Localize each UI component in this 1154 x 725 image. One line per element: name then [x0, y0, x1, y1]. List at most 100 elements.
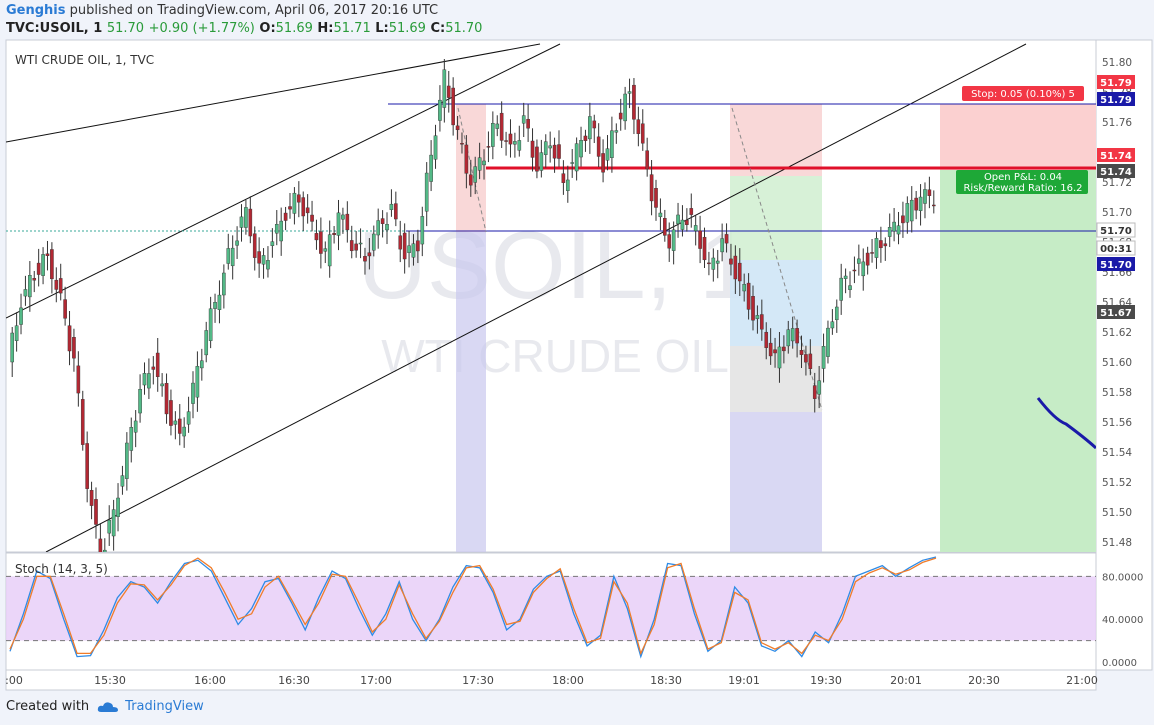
- candle-body: [799, 350, 804, 355]
- candle-body: [257, 251, 261, 264]
- projection-risk-zone[interactable]: [730, 104, 822, 176]
- watermark-name: WTI CRUDE OIL: [381, 330, 729, 382]
- blue-arc-drawing[interactable]: [1036, 397, 1096, 450]
- candle-body: [402, 232, 407, 260]
- candle-body: [667, 234, 672, 249]
- candle-body: [482, 160, 486, 166]
- candle-body: [724, 234, 729, 244]
- candle-body: [640, 123, 645, 144]
- candle-body: [777, 346, 782, 369]
- price-label-box: [1097, 257, 1135, 271]
- candle-body: [248, 208, 253, 237]
- candle-body: [707, 262, 711, 265]
- candle-body: [645, 150, 649, 170]
- symbol-label: TVC:USOIL, 1: [6, 21, 103, 36]
- price-labels: 51.79 51.79 51.74 51.74 51.70 00:31 51.70 51.67: [1096, 75, 1136, 319]
- candle-body: [755, 315, 760, 319]
- price-label: 51.70: [1100, 226, 1132, 237]
- candle-body: [817, 380, 821, 395]
- candle-body: [548, 145, 552, 149]
- candle-body: [367, 252, 372, 257]
- projection-green-zone[interactable]: [730, 176, 822, 260]
- price-tick-label: 51.58: [1102, 387, 1132, 399]
- candle-body: [473, 166, 478, 183]
- time-axis: [5, 669, 1097, 691]
- long-position-profit-zone[interactable]: [940, 170, 1096, 552]
- candle-body: [446, 85, 451, 98]
- legend-title: WTI CRUDE OIL, 1, TVC: [15, 53, 154, 67]
- channel-mid-line[interactable]: [6, 43, 561, 319]
- short-position-target-zone[interactable]: [456, 232, 486, 552]
- price-label: 00:31: [1100, 244, 1132, 255]
- candle-body: [879, 240, 883, 249]
- projection-blue-zone[interactable]: [730, 260, 822, 346]
- cloud-icon: [97, 701, 119, 712]
- candle-body: [80, 399, 85, 445]
- candle-body: [85, 443, 89, 489]
- candle-body: [526, 118, 530, 129]
- low-label: L:: [375, 21, 389, 36]
- candle-body: [535, 146, 539, 172]
- low-value: 51.69: [388, 21, 426, 36]
- candle-body: [160, 383, 164, 387]
- candle-body: [279, 220, 283, 242]
- channel-lower-line[interactable]: [45, 43, 1027, 552]
- high-label: H:: [317, 21, 334, 36]
- projection-grey-zone[interactable]: [730, 346, 822, 412]
- open-value: 51.69: [275, 21, 313, 36]
- candle-body: [826, 327, 830, 357]
- candle-body: [420, 216, 425, 245]
- candle-body: [693, 225, 698, 232]
- time-tick-label: 20:30: [968, 674, 1000, 687]
- high-value: 51.71: [333, 21, 371, 36]
- created-with-text: Created with: [6, 699, 90, 714]
- long-position-stop-zone[interactable]: [940, 104, 1096, 170]
- candle-body: [19, 307, 23, 325]
- candle-body: [138, 389, 142, 414]
- candle-body: [416, 240, 420, 252]
- candle-body: [261, 255, 266, 265]
- candle-body: [195, 366, 200, 398]
- candle-body: [746, 282, 751, 310]
- time-tick-label: 16:00: [194, 674, 226, 687]
- candle-body: [327, 234, 332, 267]
- candle-body: [627, 91, 632, 94]
- candle-body: [270, 241, 275, 246]
- candle-body: [931, 204, 936, 207]
- candle-body: [111, 509, 116, 537]
- candle-body: [394, 203, 398, 220]
- watermark-symbol: USOIL, 1: [358, 212, 753, 319]
- candle-body: [486, 146, 491, 148]
- candle-body: [23, 289, 28, 297]
- candle-body: [72, 337, 76, 359]
- candle-body: [561, 173, 566, 183]
- candle-body: [14, 325, 19, 341]
- candle-body: [164, 383, 169, 415]
- candle-body: [76, 365, 81, 394]
- candle-body: [786, 329, 791, 347]
- tradingview-link[interactable]: TradingView: [97, 699, 204, 714]
- channel-upper-line[interactable]: [6, 43, 541, 143]
- candle-body: [252, 233, 257, 258]
- candle-body: [28, 275, 32, 298]
- price-label-box: [1097, 92, 1135, 106]
- candle-body: [760, 314, 764, 330]
- projection-target-zone[interactable]: [730, 412, 822, 552]
- candle-body: [733, 255, 738, 280]
- candle-body: [834, 306, 839, 321]
- candle-body: [288, 206, 292, 210]
- candle-body: [870, 252, 874, 254]
- price-tick-label: 51.52: [1102, 477, 1132, 489]
- author-link[interactable]: Genghis: [6, 3, 66, 18]
- candle-body: [671, 229, 676, 251]
- candle-body: [429, 154, 433, 182]
- candle-body: [610, 130, 614, 158]
- last-price: 51.70: [106, 21, 145, 36]
- candle-body: [579, 140, 583, 158]
- candle-body: [618, 112, 623, 120]
- candle-body: [557, 144, 561, 159]
- price-label-box: [1097, 148, 1135, 162]
- candle-body: [10, 332, 15, 363]
- candle-body: [852, 269, 857, 272]
